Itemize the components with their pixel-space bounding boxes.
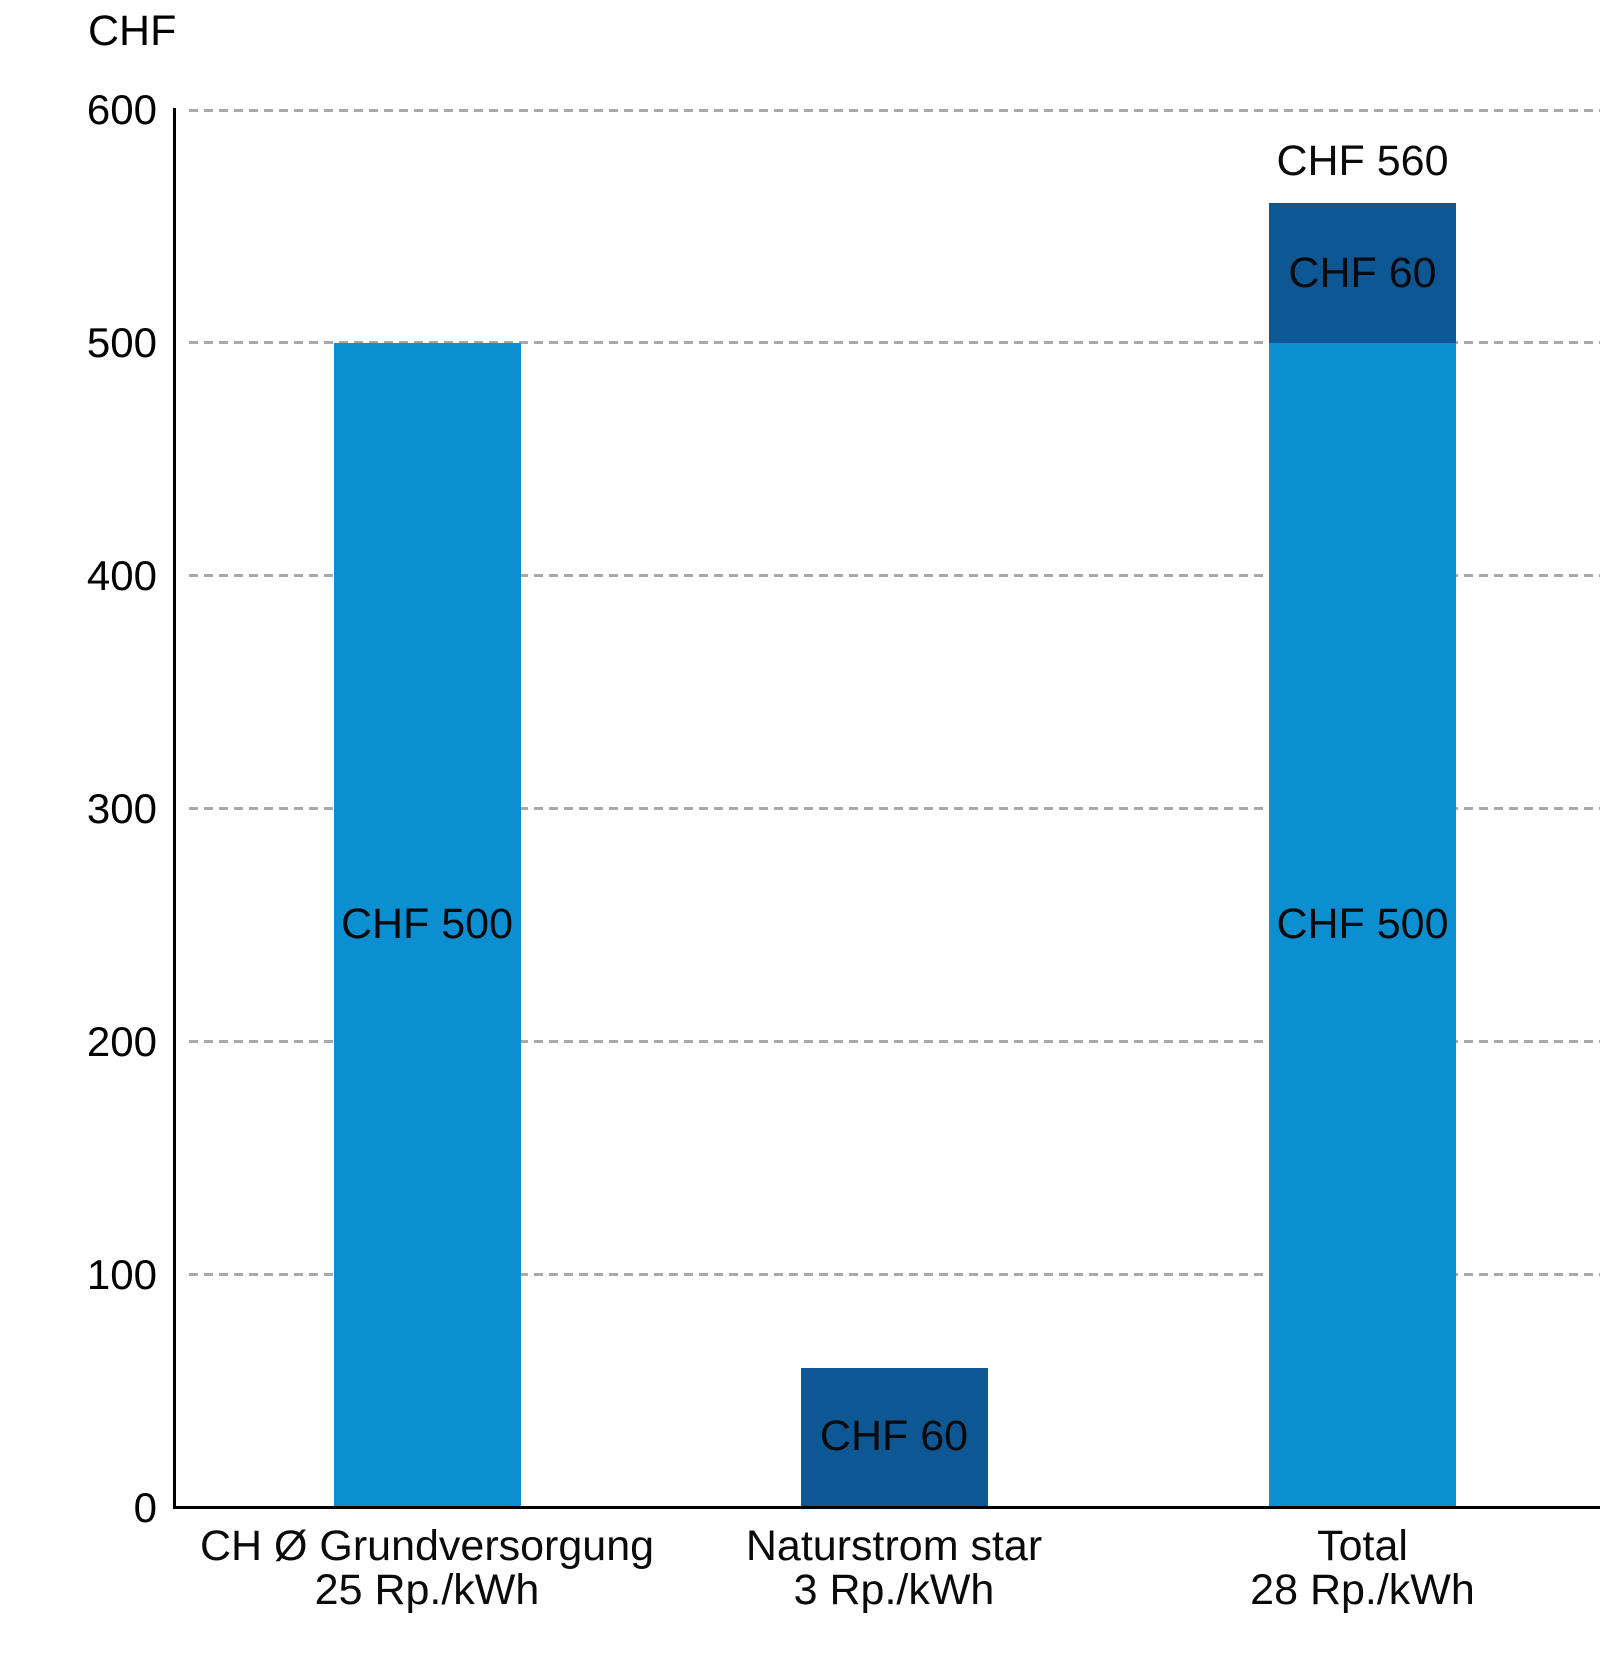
x-axis-line (173, 1506, 1600, 1509)
bar-1-segment-0: CHF 60 (800, 1367, 988, 1506)
bar-0-segment-0: CHF 500 (333, 342, 521, 1506)
gridline-400 (189, 574, 1600, 578)
y-tick-label-100: 100 (86, 1250, 157, 1298)
y-tick-label-500: 500 (86, 318, 157, 366)
category-label-group-0: CH Ø Grundversorgung 25 Rp./kWh (147, 1524, 707, 1612)
category-sublabel: 3 Rp./kWh (793, 1566, 995, 1614)
category-label-group-2: Total 28 Rp./kWh (1083, 1524, 1600, 1612)
y-tick-label-600: 600 (86, 86, 157, 133)
category-sublabel: 25 Rp./kWh (314, 1566, 540, 1614)
category-label: Naturstrom star (745, 1522, 1043, 1570)
bar-segment-value-label: CHF 60 (819, 1412, 969, 1461)
bar-segment-value-label: CHF 500 (1276, 899, 1449, 948)
category-label-group-1: Naturstrom star 3 Rp./kWh (614, 1524, 1174, 1612)
y-axis-title: CHF (88, 7, 177, 55)
gridline-600 (189, 108, 1600, 112)
bar-segment-value-label: CHF 500 (340, 899, 514, 948)
bar-2-segment-0: CHF 500 (1269, 342, 1456, 1506)
y-tick-label-0: 0 (133, 1483, 157, 1531)
gridline-200 (189, 1040, 1600, 1044)
gridline-500 (189, 341, 1600, 345)
category-label: Total (1317, 1522, 1408, 1570)
bar-segment-value-label: CHF 60 (1288, 248, 1437, 297)
bar-total-label: CHF 560 (1276, 137, 1449, 186)
gridline-100 (189, 1273, 1600, 1277)
y-tick-label-400: 400 (86, 551, 157, 599)
category-label: CH Ø Grundversorgung (199, 1522, 655, 1570)
y-tick-label-200: 200 (86, 1017, 157, 1065)
y-axis-line (173, 108, 176, 1509)
category-sublabel: 28 Rp./kWh (1250, 1566, 1475, 1614)
gridline-300 (189, 807, 1600, 811)
bar-2-segment-1: CHF 60 (1269, 203, 1456, 343)
y-tick-label-300: 300 (86, 784, 157, 832)
